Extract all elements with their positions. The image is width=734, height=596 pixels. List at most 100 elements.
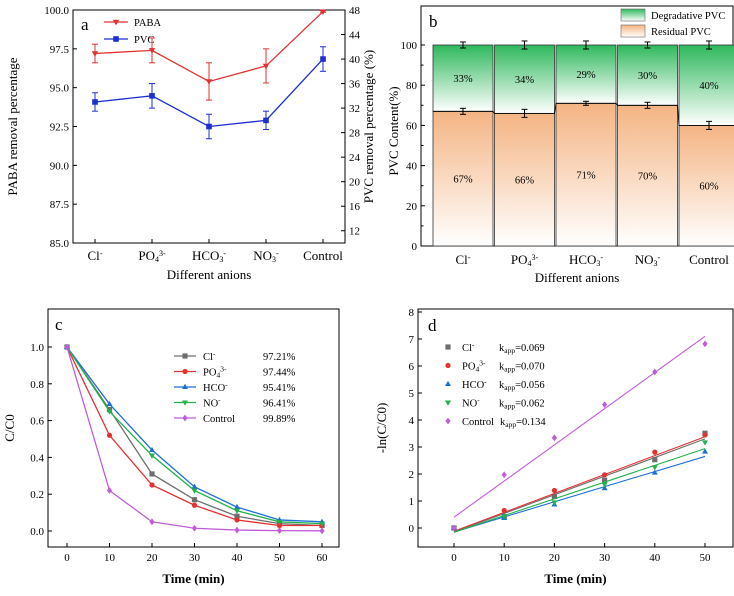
panel-b-ylabel: PVC Content(%) — [386, 86, 401, 175]
panel-d-legend-label: Cl- — [462, 340, 475, 354]
panel-c-point-po4 — [276, 522, 283, 529]
panel-b-ytick-label: 80 — [406, 80, 418, 92]
panel-d-fit-hco — [453, 455, 706, 533]
label-part: PO — [203, 368, 217, 379]
label-part: k — [499, 362, 505, 373]
panel-b-residual-label: 66% — [515, 176, 535, 187]
label-part: 3 — [219, 255, 223, 264]
panel-a-xlabel: Different anions — [167, 267, 252, 282]
label-part: Control — [303, 248, 343, 263]
panel-b-bar-residual — [555, 102, 617, 247]
panel-d-xtick-label: 20 — [549, 552, 561, 564]
panel-c-ytick-label: 0.6 — [30, 416, 44, 428]
label-part: =0.062 — [515, 399, 545, 410]
panel-b-legend-swatch-residual — [620, 24, 646, 38]
label-part: - — [468, 253, 471, 262]
panel-a-ylabel: PABA removal percentage — [5, 57, 20, 195]
panel-b-bar-residual — [494, 112, 555, 247]
label-part: - — [225, 380, 228, 389]
label-part: Control — [462, 417, 494, 428]
panel-d-legend-marker — [445, 400, 451, 406]
label-part: 4 — [216, 371, 220, 380]
panel-a-y2tick-label: 20 — [349, 177, 361, 189]
panel-c-point-control — [106, 487, 113, 494]
panel-c-point-po4 — [106, 432, 113, 438]
panel-d-point-control — [451, 524, 457, 532]
panel-d-point-hco — [702, 448, 708, 454]
label-part: app — [504, 365, 515, 374]
panel-c-point-po4 — [149, 482, 155, 488]
panel-c-ytick-label: 0.8 — [30, 379, 44, 391]
panel-c-point-hco — [149, 446, 155, 453]
label-part: 3- — [531, 253, 538, 262]
panel-a-y2label: PVC removal percentage (%) — [361, 50, 376, 203]
label-part: app — [504, 346, 515, 355]
panel-c-point-control — [319, 527, 325, 535]
panel-d-point-control — [602, 401, 608, 409]
panel-b-degradative-label: 33% — [453, 74, 473, 85]
label-part: HCO — [203, 383, 226, 394]
label-part: HCO — [462, 380, 485, 391]
panel-b-degradative-label: 30% — [638, 71, 658, 82]
panel-a-legend-marker — [113, 36, 119, 42]
panel-d-point-po4 — [652, 449, 658, 455]
panel-a-ytick-label: 87.5 — [50, 199, 70, 211]
panel-c-letter: c — [55, 315, 63, 334]
panel-a-ytick-label: 85.0 — [50, 238, 70, 250]
label-part: k — [499, 380, 505, 391]
panel-c-point-cl — [149, 471, 155, 477]
label-part: - — [100, 249, 103, 258]
panel-c-point-control — [149, 518, 155, 526]
panel-d-fit-po4 — [453, 436, 706, 532]
panel-d-xtick-label: 0 — [451, 552, 457, 564]
panel-b-xtick-label: Control — [689, 252, 729, 267]
panel-b-bar-residual — [432, 110, 494, 247]
panel-a-point-pvc — [320, 56, 326, 62]
panel-d-legend-marker — [445, 344, 451, 350]
panel-a-y2tick-label: 44 — [349, 30, 361, 42]
panel-a-legend-label: PVC — [134, 35, 154, 46]
panel-a-ytick-label: 95.0 — [50, 83, 70, 95]
label-part: - — [472, 340, 475, 349]
panel-a-point-pvc — [92, 99, 98, 105]
panel-c-xtick-label: 30 — [189, 552, 201, 564]
panel-d-point-no — [501, 514, 508, 520]
panel-d-xtick-label: 30 — [599, 552, 611, 564]
panel-d-k-label: kapp=0.134 — [500, 417, 546, 429]
panel-c-point-no — [319, 521, 325, 527]
panel-d-point-po4 — [702, 432, 708, 438]
panel-c-ytick-label: 0.4 — [30, 452, 44, 464]
panel-d-xtick-label: 50 — [700, 552, 712, 564]
label-part: - — [218, 396, 221, 405]
panel-d-letter: d — [428, 316, 437, 335]
panel-d-xtick-label: 40 — [649, 552, 661, 564]
panel-c-legend-value: 97.21% — [263, 352, 296, 363]
panel-b-legend-label: Residual PVC — [651, 27, 711, 38]
panel-c-xtick-label: 0 — [64, 552, 70, 564]
panel-c-ytick-label: 1.0 — [30, 342, 44, 354]
panel-c-point-hco — [191, 483, 198, 489]
label-part: 3- — [220, 365, 227, 374]
panel-b-ytick-label: 20 — [406, 201, 418, 213]
panel-c-xtick-label: 10 — [104, 552, 116, 564]
panel-d-xtick-label: 10 — [499, 552, 511, 564]
panel-c-point-no — [276, 519, 283, 525]
panel-a-point-paba — [262, 63, 270, 70]
panel-d-fit-no — [453, 448, 706, 533]
label-part: 3- — [479, 359, 486, 368]
panel-a-xtick-label: Cl- — [88, 248, 103, 263]
panel-c-point-no — [106, 409, 113, 415]
panel-c-legend-value: 99.89% — [263, 414, 296, 425]
panel-c-legend-label: NO- — [203, 396, 221, 410]
label-part: app — [504, 383, 515, 392]
panel-a-legend-marker — [112, 19, 120, 26]
panel-c-frame — [47, 308, 340, 548]
panel-d-fit-control — [453, 335, 706, 518]
panel-b-residual-label: 71% — [576, 171, 596, 182]
label-part: PO — [138, 248, 155, 263]
panel-b-xtick-label: NO3- — [635, 252, 661, 268]
panel-c-point-hco — [106, 400, 113, 407]
panel-c-xlabel: Time (min) — [162, 571, 224, 586]
label-part: k — [499, 399, 505, 410]
